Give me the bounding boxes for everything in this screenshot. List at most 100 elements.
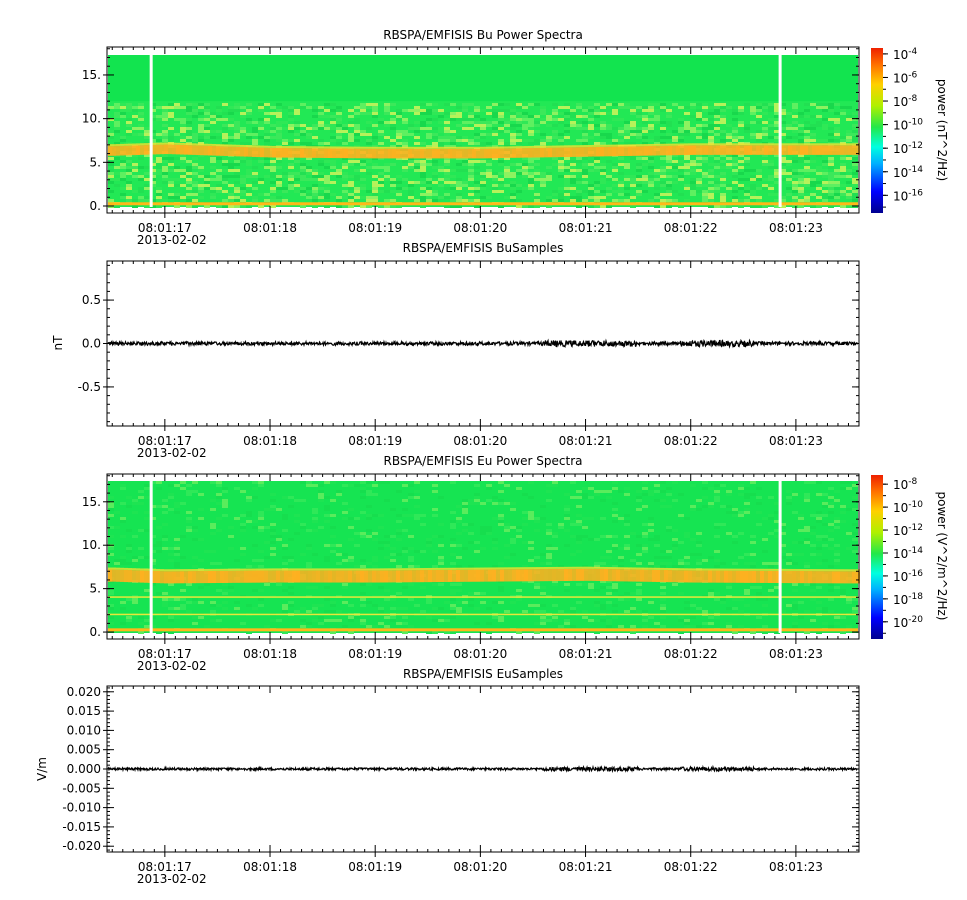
spectrogram-cell (828, 178, 834, 181)
spectrogram-cell (456, 106, 462, 109)
emission-band-edge (752, 143, 756, 146)
spectrogram-cell (534, 121, 540, 124)
spectrogram-cell (714, 133, 720, 136)
spectrogram-cell (240, 205, 246, 208)
spectrogram-cell (420, 142, 426, 145)
spectrogram-cell (828, 190, 834, 193)
spectrogram-cell (852, 538, 858, 541)
spectrogram-cell (834, 187, 840, 190)
spectrogram-cell (846, 130, 852, 133)
spectrogram-cell (852, 178, 858, 181)
spectrogram-cell (480, 127, 486, 130)
spectrogram-cell (366, 172, 372, 175)
spectrogram-cell (582, 610, 588, 613)
emission-band-edge (484, 567, 488, 570)
spectrogram-cell (828, 187, 834, 190)
spectrogram-cell (576, 160, 582, 163)
emission-band-cell (292, 570, 296, 583)
spectrogram-cell (120, 487, 126, 490)
spectrogram-cell (264, 121, 270, 124)
spectrogram-cell (612, 142, 618, 145)
spectrogram-cell (258, 511, 264, 514)
spectrogram-cell (738, 493, 744, 496)
spectrogram-cell (582, 175, 588, 178)
spectrogram-cell (348, 538, 354, 541)
spectrogram-cell (810, 124, 816, 127)
spectrogram-cell (450, 511, 456, 514)
spectrogram-cell (204, 127, 210, 130)
emission-band-edge (144, 143, 148, 146)
spectrogram-cell (804, 583, 810, 586)
spectrogram-cell (108, 199, 114, 202)
spectrogram-cell (816, 205, 822, 208)
spectrogram-cell (126, 619, 132, 622)
spectrogram-cell (498, 127, 504, 130)
emission-band-edge (276, 145, 280, 148)
spectrogram-cell (348, 136, 354, 139)
spectrogram-cell (852, 172, 858, 175)
spectrogram-cell (366, 529, 372, 532)
spectrogram-cell (108, 178, 114, 181)
emission-band-cell (300, 148, 304, 158)
spectrogram-cell (438, 583, 444, 586)
emission-band-cell (476, 148, 480, 159)
spectrogram-cell (660, 142, 666, 145)
spectrogram-cell (156, 163, 162, 166)
spectrogram-cell (186, 526, 192, 529)
spectrogram-cell (774, 172, 780, 175)
spectrogram-cell (186, 205, 192, 208)
spectrogram-cell (582, 121, 588, 124)
spectrogram-cell (468, 523, 474, 526)
spectrogram-cell (396, 193, 402, 196)
spectrogram-cell (540, 616, 546, 619)
emission-band-edge (352, 568, 356, 571)
spectrogram-cell (492, 565, 498, 568)
spectrogram-cell (552, 103, 558, 106)
spectrogram-cell (210, 157, 216, 160)
spectrogram-cell (156, 190, 162, 193)
spectrogram-cell (282, 142, 288, 145)
spectrogram-cell (492, 601, 498, 604)
spectrogram-cell (336, 142, 342, 145)
spectrogram-cell (540, 604, 546, 607)
emission-band-edge (460, 567, 464, 570)
spectrogram-cell (360, 619, 366, 622)
spectrogram-cell (516, 133, 522, 136)
spectrogram-cell (168, 163, 174, 166)
spectrogram-cell (834, 127, 840, 130)
spectrogram-cell (450, 610, 456, 613)
spectrogram-cell (552, 190, 558, 193)
spectrogram-cell (144, 199, 150, 202)
spectrogram-cell (564, 127, 570, 130)
spectrogram-cell (540, 175, 546, 178)
spectrogram-cell (348, 559, 354, 562)
spectrogram-cell (402, 529, 408, 532)
spectrogram-cell (462, 103, 468, 106)
spectrogram-cell (582, 487, 588, 490)
emission-band-cell (184, 145, 188, 155)
emission-band-cell (756, 145, 760, 155)
spectrogram-cell (540, 109, 546, 112)
spectrogram-cell (546, 553, 552, 556)
spectrogram-cell (804, 139, 810, 142)
spectrogram-cell (840, 487, 846, 490)
spectrogram-cell (792, 196, 798, 199)
spectrogram-cell (540, 622, 546, 625)
spectrogram-cell (690, 553, 696, 556)
emission-band-cell (416, 570, 420, 583)
spectrogram-cell (684, 154, 690, 157)
spectrogram-cell (438, 115, 444, 118)
spectrogram-cell (546, 532, 552, 535)
spectrogram-cell (444, 160, 450, 163)
spectrogram-cell (714, 616, 720, 619)
spectrogram-cell (732, 169, 738, 172)
spectrogram-cell (804, 184, 810, 187)
spectrogram-cell (114, 106, 120, 109)
emission-band-edge (804, 143, 808, 146)
spectrogram-cell (744, 199, 750, 202)
spectrogram-cell (126, 106, 132, 109)
spectrogram-cell (282, 529, 288, 532)
spectrogram-cell (714, 127, 720, 130)
spectrogram-cell (450, 604, 456, 607)
spectrogram-cell (828, 118, 834, 121)
